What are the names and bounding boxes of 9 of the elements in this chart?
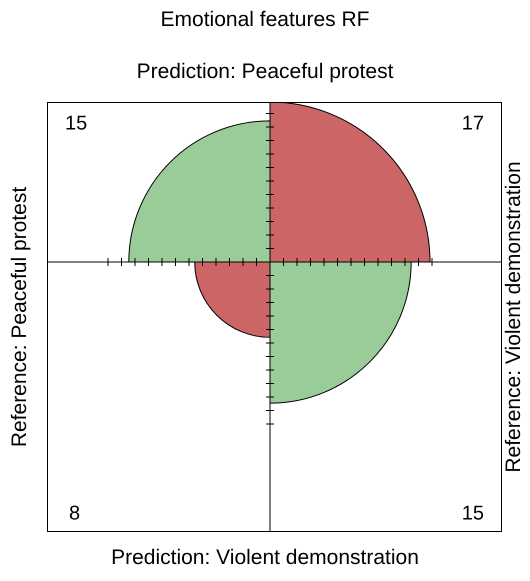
data-label: 15 [462,502,484,525]
text: Prediction: Peaceful protest [136,60,394,84]
text: Emotional features RF [160,8,370,32]
text: Reference: Peaceful protest [8,186,32,448]
text: Reference: Violent demonstration [502,161,526,473]
text: Prediction: Violent demonstration [110,546,420,570]
data-label: 17 [462,112,484,135]
data-label: 15 [65,112,88,135]
data-label: 8 [69,502,80,525]
